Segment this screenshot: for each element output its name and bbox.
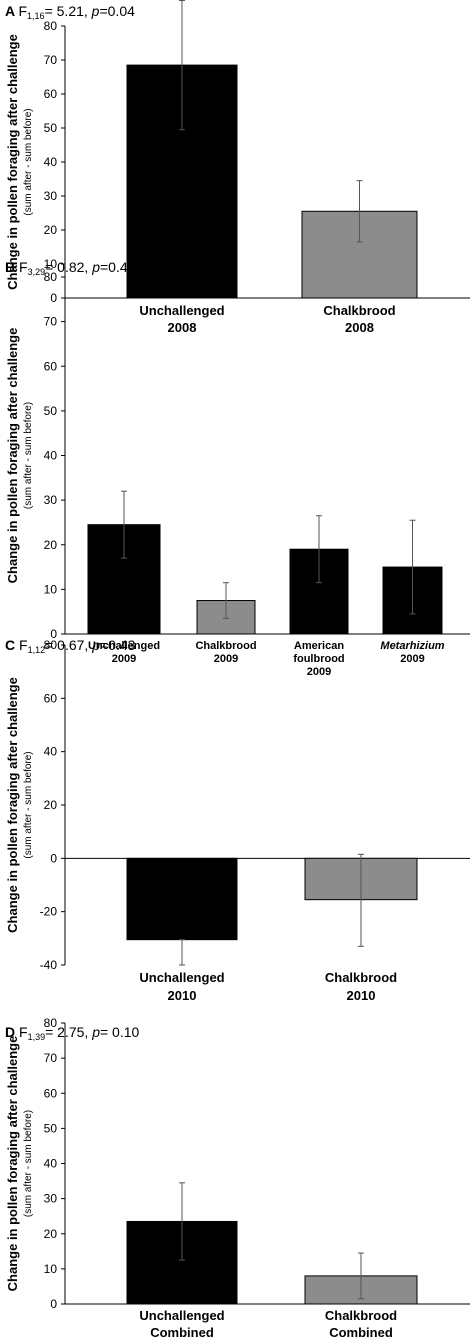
y-tick-label: 0 — [50, 1297, 57, 1311]
y-tick-label: 10 — [44, 257, 58, 271]
panel-title: A F1,16= 5.21, p=0.04 — [5, 3, 135, 21]
x-category-label: Combined — [329, 1325, 393, 1340]
y-tick-label: 20 — [44, 798, 58, 812]
stat-prefix: F — [18, 3, 27, 19]
stat-value: = 0.82, — [45, 259, 92, 275]
y-tick-label: 40 — [44, 155, 58, 169]
stat-prefix: F — [19, 1024, 28, 1040]
stat-subscript: 1,39 — [28, 1032, 46, 1042]
y-tick-label: 60 — [44, 359, 58, 373]
stat-value: = 2.75, — [45, 1024, 92, 1040]
y-tick-label: 20 — [44, 223, 58, 237]
y-tick-label: 70 — [44, 1051, 58, 1065]
x-category-label: American — [294, 640, 344, 652]
y-axis-sublabel: (sum after - sum before) — [23, 1110, 34, 1217]
y-tick-label: 10 — [44, 1262, 58, 1276]
y-tick-label: -40 — [40, 958, 58, 972]
p-label: p — [91, 259, 100, 275]
bar — [289, 548, 349, 635]
x-category-label: Metarhizium — [380, 640, 444, 652]
y-tick-label: 60 — [44, 87, 58, 101]
stat-value: = 0.67, — [45, 637, 92, 653]
panel-title: B F3,29= 0.82, p=0.49 — [5, 259, 136, 277]
y-axis-sublabel: (sum after - sum before) — [23, 751, 34, 858]
y-tick-label: 0 — [50, 291, 57, 305]
panel-letter: A — [5, 3, 18, 19]
x-category-label: 2008 — [168, 320, 197, 335]
p-label: p — [91, 3, 100, 19]
y-tick-label: 20 — [44, 1227, 58, 1241]
stat-value: = 5.21, — [45, 3, 92, 19]
x-category-label: 2009 — [214, 653, 238, 665]
y-tick-label: 70 — [44, 53, 58, 67]
p-label: p — [91, 1024, 100, 1040]
y-tick-label: 60 — [44, 691, 58, 705]
x-category-label: 2010 — [168, 988, 197, 1003]
p-value: =0.49 — [100, 259, 136, 275]
y-axis-label: Change in pollen foraging after challeng… — [5, 34, 20, 290]
p-label: p — [91, 637, 100, 653]
y-tick-label: 20 — [44, 538, 58, 552]
y-tick-label: 30 — [44, 1192, 58, 1206]
x-category-label: 2009 — [307, 666, 331, 678]
y-tick-label: 40 — [44, 745, 58, 759]
x-category-label: Unchallenged — [88, 640, 160, 652]
y-tick-label: 50 — [44, 404, 58, 418]
x-category-label: foulbrood — [293, 653, 344, 665]
y-tick-label: 40 — [44, 449, 58, 463]
y-tick-label: 80 — [44, 1016, 58, 1030]
y-tick-label: 50 — [44, 121, 58, 135]
x-category-label: 2009 — [400, 653, 424, 665]
y-tick-label: 80 — [44, 270, 58, 284]
x-category-label: Chalkbrood — [195, 640, 256, 652]
x-category-label: 2009 — [112, 653, 136, 665]
y-tick-label: 30 — [44, 189, 58, 203]
y-axis-label: Change in pollen foraging after challeng… — [5, 1036, 20, 1292]
p-value: =0.04 — [99, 3, 135, 19]
p-value: =0.43 — [100, 637, 136, 653]
x-category-label: Chalkbrood — [325, 970, 397, 985]
y-tick-label: 40 — [44, 1157, 58, 1171]
y-axis-sublabel: (sum after - sum before) — [23, 402, 34, 509]
y-axis-label: Change in pollen foraging after challeng… — [5, 677, 20, 933]
x-category-label: Combined — [150, 1325, 214, 1340]
y-tick-label: 50 — [44, 1121, 58, 1135]
panel-letter: C — [5, 637, 19, 653]
x-category-label: Unchallenged — [139, 303, 224, 318]
x-category-label: 2010 — [347, 988, 376, 1003]
y-tick-label: 60 — [44, 1086, 58, 1100]
y-axis-label: Change in pollen foraging after challeng… — [5, 328, 20, 584]
panel-letter: B — [5, 259, 19, 275]
stat-prefix: F — [19, 637, 28, 653]
y-tick-label: 70 — [44, 315, 58, 329]
y-axis-sublabel: (sum after - sum before) — [23, 108, 34, 215]
y-tick-label: -20 — [40, 905, 58, 919]
stat-prefix: F — [19, 259, 28, 275]
panel-letter: D — [5, 1024, 19, 1040]
chart-panel-c: C F1,12= 0.67, p=0.43 Change in pollen fo… — [5, 637, 470, 1003]
y-tick-label: 80 — [44, 638, 58, 652]
bar — [126, 857, 238, 941]
panel-title: C F1,12= 0.67, p=0.43 — [5, 637, 136, 655]
stat-subscript: 1,16 — [27, 11, 45, 21]
panel-title: D F1,39= 2.75, p= 0.10 — [5, 1024, 140, 1042]
x-category-label: Unchallenged — [139, 1308, 224, 1323]
x-category-label: Unchallenged — [139, 970, 224, 985]
stat-subscript: 3,29 — [28, 267, 46, 277]
y-tick-label: 0 — [50, 627, 57, 641]
y-tick-label: 80 — [44, 19, 58, 33]
x-category-label: Chalkbrood — [325, 1308, 397, 1323]
p-value: = 0.10 — [100, 1024, 140, 1040]
x-category-label: Chalkbrood — [323, 303, 395, 318]
y-tick-label: 0 — [50, 851, 57, 865]
y-tick-label: 30 — [44, 493, 58, 507]
stat-subscript: 1,12 — [28, 645, 46, 655]
x-category-label: 2008 — [345, 320, 374, 335]
y-tick-label: 10 — [44, 582, 58, 596]
